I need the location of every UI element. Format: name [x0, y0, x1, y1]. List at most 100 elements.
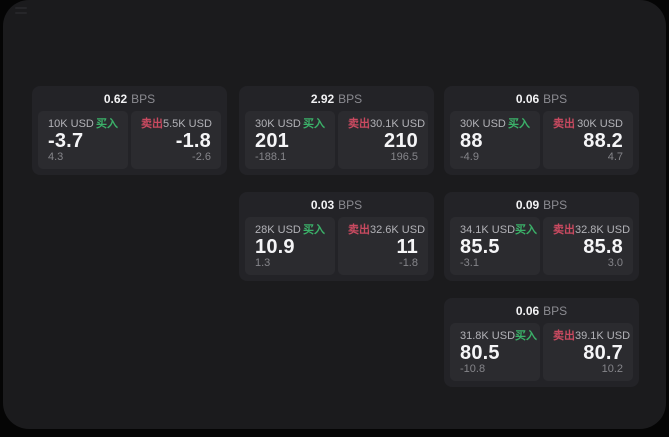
sell-panel-top-row: 卖出 30K USD	[553, 118, 623, 130]
sell-price: 80.7	[583, 341, 623, 364]
sell-delta: 4.7	[607, 151, 623, 163]
buy-amount: 30K USD	[460, 118, 506, 130]
sell-delta: 3.0	[607, 257, 623, 269]
bps-value: 0.06	[515, 92, 540, 106]
sell-panel[interactable]: 卖出 32.8K USD 85.8 3.0	[543, 217, 633, 275]
quote-card: 0.62 BPS 10K USD 买入 -3.7 4.3 卖出 5.5K USD…	[32, 86, 227, 175]
buy-panel-top-row: 31.8K USD 买入	[460, 330, 537, 342]
buy-panel[interactable]: 10K USD 买入 -3.7 4.3	[38, 111, 128, 169]
buy-label: 买入	[508, 118, 530, 130]
bps-unit-label: BPS	[543, 92, 568, 106]
sell-delta: 10.2	[601, 363, 623, 375]
quote-card: 0.09 BPS 34.1K USD 买入 85.5 -3.1 卖出 32.8K…	[444, 192, 639, 281]
buy-price: -3.7	[48, 129, 84, 152]
buy-delta: -3.1	[460, 257, 479, 269]
buy-delta: 1.3	[255, 257, 271, 269]
buy-amount: 34.1K USD	[460, 224, 516, 236]
quote-panels: 28K USD 买入 10.9 1.3 卖出 32.6K USD 11 -1.8	[245, 217, 428, 275]
sell-price: 85.8	[583, 235, 623, 258]
bps-value: 0.09	[515, 198, 540, 212]
buy-price: 10.9	[255, 235, 295, 258]
sell-delta: -1.8	[399, 257, 418, 269]
menu-icon[interactable]	[15, 7, 27, 14]
sell-panel-top-row: 卖出 5.5K USD	[141, 118, 212, 130]
sell-amount: 39.1K USD	[575, 330, 631, 342]
card-header: 0.06 BPS	[450, 303, 633, 320]
sell-label: 卖出	[348, 224, 370, 236]
sell-price: 11	[396, 235, 418, 258]
buy-price: 85.5	[460, 235, 500, 258]
sell-label: 卖出	[553, 224, 575, 236]
buy-price: 201	[255, 129, 289, 152]
bps-unit-label: BPS	[338, 92, 363, 106]
sell-panel-top-row: 卖出 32.6K USD	[348, 224, 425, 236]
quote-panels: 30K USD 买入 88 -4.9 卖出 30K USD 88.2 4.7	[450, 111, 633, 169]
sell-panel[interactable]: 卖出 30K USD 88.2 4.7	[543, 111, 633, 169]
buy-delta: -188.1	[255, 151, 287, 163]
sell-price: -1.8	[175, 129, 211, 152]
card-header: 0.09 BPS	[450, 197, 633, 214]
buy-price: 88	[460, 129, 483, 152]
sell-label: 卖出	[348, 118, 370, 130]
buy-panel[interactable]: 31.8K USD 买入 80.5 -10.8	[450, 323, 540, 381]
buy-panel-top-row: 34.1K USD 买入	[460, 224, 537, 236]
sell-panel-top-row: 卖出 39.1K USD	[553, 330, 630, 342]
sell-panel[interactable]: 卖出 39.1K USD 80.7 10.2	[543, 323, 633, 381]
bps-unit-label: BPS	[543, 198, 568, 212]
buy-label: 买入	[303, 224, 325, 236]
buy-label: 买入	[515, 330, 538, 342]
sell-amount: 32.6K USD	[370, 224, 426, 236]
card-header: 2.92 BPS	[245, 91, 428, 108]
sell-label: 卖出	[553, 330, 575, 342]
quote-panels: 34.1K USD 买入 85.5 -3.1 卖出 32.8K USD 85.8…	[450, 217, 633, 275]
buy-panel-top-row: 30K USD 买入	[460, 118, 530, 130]
sell-price: 88.2	[583, 129, 623, 152]
quote-panels: 30K USD 买入 201 -188.1 卖出 30.1K USD 210 1…	[245, 111, 428, 169]
card-header: 0.06 BPS	[450, 91, 633, 108]
sell-panel-top-row: 卖出 30.1K USD	[348, 118, 425, 130]
buy-delta: -10.8	[460, 363, 486, 375]
app-window: 0.62 BPS 10K USD 买入 -3.7 4.3 卖出 5.5K USD…	[3, 0, 666, 429]
sell-label: 卖出	[553, 118, 575, 130]
card-header: 0.03 BPS	[245, 197, 428, 214]
buy-delta: -4.9	[460, 151, 479, 163]
bps-unit-label: BPS	[543, 304, 568, 318]
sell-panel-top-row: 卖出 32.8K USD	[553, 224, 630, 236]
quote-card: 0.06 BPS 30K USD 买入 88 -4.9 卖出 30K USD 8…	[444, 86, 639, 175]
bps-value: 0.62	[103, 92, 128, 106]
quote-card: 0.03 BPS 28K USD 买入 10.9 1.3 卖出 32.6K US…	[239, 192, 434, 281]
buy-amount: 31.8K USD	[460, 330, 516, 342]
bps-value: 2.92	[310, 92, 335, 106]
buy-amount: 30K USD	[255, 118, 301, 130]
buy-label: 买入	[96, 118, 118, 130]
buy-panel[interactable]: 30K USD 买入 201 -188.1	[245, 111, 335, 169]
bps-unit-label: BPS	[131, 92, 156, 106]
sell-label: 卖出	[141, 118, 163, 130]
buy-label: 买入	[303, 118, 325, 130]
buy-panel[interactable]: 34.1K USD 买入 85.5 -3.1	[450, 217, 540, 275]
sell-amount: 30.1K USD	[370, 118, 426, 130]
buy-panel-top-row: 30K USD 买入	[255, 118, 325, 130]
quote-card: 0.06 BPS 31.8K USD 买入 80.5 -10.8 卖出 39.1…	[444, 298, 639, 387]
sell-price: 210	[384, 129, 418, 152]
card-header: 0.62 BPS	[38, 91, 221, 108]
buy-amount: 28K USD	[255, 224, 301, 236]
bps-unit-label: BPS	[338, 198, 363, 212]
buy-panel[interactable]: 30K USD 买入 88 -4.9	[450, 111, 540, 169]
sell-delta: -2.6	[192, 151, 211, 163]
sell-delta: 196.5	[390, 151, 418, 163]
buy-amount: 10K USD	[48, 118, 94, 130]
quote-card: 2.92 BPS 30K USD 买入 201 -188.1 卖出 30.1K …	[239, 86, 434, 175]
buy-delta: 4.3	[48, 151, 64, 163]
sell-panel[interactable]: 卖出 5.5K USD -1.8 -2.6	[131, 111, 221, 169]
buy-panel[interactable]: 28K USD 买入 10.9 1.3	[245, 217, 335, 275]
sell-amount: 32.8K USD	[575, 224, 631, 236]
quote-panels: 31.8K USD 买入 80.5 -10.8 卖出 39.1K USD 80.…	[450, 323, 633, 381]
buy-price: 80.5	[460, 341, 500, 364]
sell-panel[interactable]: 卖出 30.1K USD 210 196.5	[338, 111, 428, 169]
bps-value: 0.06	[515, 304, 540, 318]
bps-value: 0.03	[310, 198, 335, 212]
quote-panels: 10K USD 买入 -3.7 4.3 卖出 5.5K USD -1.8 -2.…	[38, 111, 221, 169]
sell-panel[interactable]: 卖出 32.6K USD 11 -1.8	[338, 217, 428, 275]
sell-amount: 30K USD	[577, 118, 623, 130]
